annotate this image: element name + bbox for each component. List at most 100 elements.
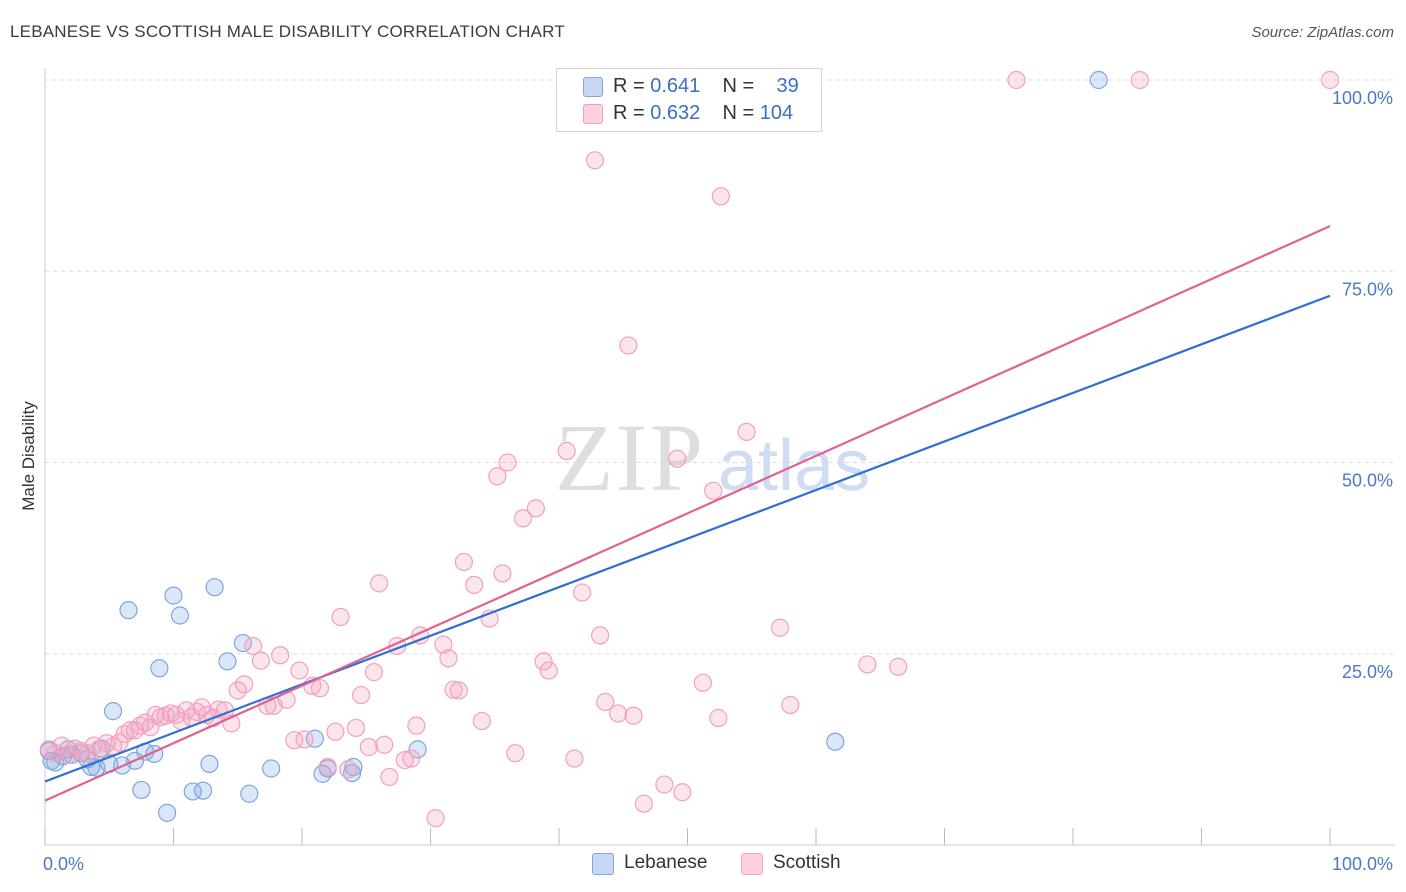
point-scottish (534, 652, 553, 671)
legend-n-value-lebanese: 39 (776, 75, 799, 97)
point-scottish (285, 731, 304, 750)
watermark-zip: ZIP (555, 404, 705, 511)
point-scottish (407, 716, 426, 735)
point-lebanese (119, 601, 138, 620)
point-scottish (858, 655, 877, 674)
point-lebanese (132, 780, 151, 800)
legend-swatch-scottish (583, 104, 603, 124)
point-lebanese (1089, 70, 1108, 90)
legend-r-value-lebanese: 0.641 (650, 75, 701, 97)
point-scottish (370, 574, 389, 593)
y-tick-label-50: 50.0% (1342, 471, 1393, 491)
point-lebanese (408, 740, 427, 759)
point-scottish (591, 626, 610, 645)
point-scottish (498, 453, 517, 472)
source-label: Source: ZipAtlas.com (1251, 24, 1394, 41)
point-scottish (290, 661, 309, 680)
point-scottish (539, 661, 558, 680)
point-scottish (454, 552, 474, 572)
point-scottish (402, 749, 421, 768)
legend-n-label: N = (722, 102, 755, 124)
point-scottish (624, 706, 643, 725)
point-scottish (493, 564, 512, 583)
grid-lines (45, 79, 1395, 655)
trend-line-scottish (44, 225, 1331, 802)
point-scottish (781, 695, 800, 715)
point-scottish (364, 663, 384, 682)
point-lebanese (200, 754, 219, 774)
point-scottish (711, 187, 731, 206)
point-scottish (704, 481, 723, 500)
y-axis-title: Male Disability (19, 401, 38, 511)
point-scottish (673, 783, 692, 802)
point-scottish (359, 737, 378, 757)
x-tick-label-min: 0.0% (43, 854, 84, 874)
point-scottish (709, 708, 728, 728)
trend-line-lebanese (44, 294, 1331, 783)
point-scottish (346, 718, 366, 738)
bottom-legend-swatch-scottish (741, 853, 763, 875)
point-scottish (375, 735, 394, 754)
point-scottish (557, 441, 576, 461)
chart-title: LEBANESE VS SCOTTISH MALE DISABILITY COR… (10, 22, 565, 41)
point-lebanese (826, 732, 845, 751)
point-lebanese (104, 702, 123, 721)
point-scottish (770, 618, 790, 637)
point-scottish (585, 151, 605, 170)
point-lebanese (240, 784, 259, 803)
legend-r-label: R = (613, 75, 645, 97)
point-scottish (889, 657, 908, 676)
point-scottish (352, 685, 371, 705)
point-scottish (444, 680, 463, 699)
point-scottish (472, 711, 491, 731)
bottom-legend-swatch-lebanese (592, 853, 614, 875)
point-lebanese (262, 759, 281, 778)
point-scottish (449, 681, 468, 700)
point-lebanese (183, 782, 202, 801)
point-lebanese (164, 586, 183, 605)
point-scottish (339, 760, 358, 779)
data-points (39, 70, 1340, 828)
point-scottish (526, 499, 545, 518)
legend-r-label: R = (613, 102, 645, 124)
point-scottish (513, 509, 533, 528)
point-scottish (655, 775, 674, 794)
y-tick-label-25: 25.0% (1342, 662, 1393, 682)
point-scottish (565, 749, 584, 768)
point-scottish (596, 692, 615, 712)
x-tick-label-max: 100.0% (1332, 854, 1393, 874)
point-scottish (439, 649, 458, 668)
point-scottish (251, 651, 270, 670)
point-lebanese (193, 781, 213, 800)
point-scottish (120, 721, 139, 740)
point-scottish (668, 449, 687, 468)
point-scottish (244, 636, 263, 656)
point-lebanese (233, 633, 252, 653)
legend-r-value-scottish: 0.632 (650, 102, 701, 124)
point-scottish (1130, 70, 1149, 90)
point-scottish (488, 467, 507, 486)
y-tick-label-100: 100.0% (1332, 88, 1393, 108)
point-scottish (693, 673, 713, 692)
point-scottish (380, 767, 399, 787)
point-scottish (465, 575, 484, 595)
point-scottish (573, 583, 592, 602)
point-lebanese (205, 578, 224, 597)
point-scottish (1320, 70, 1340, 90)
tick-labels: 25.0% 50.0% 75.0% 100.0% 0.0% 100.0% Male Disa… (19, 88, 1393, 874)
bottom-legend-label-lebanese: Lebanese (624, 852, 708, 873)
y-tick-label-75: 75.0% (1342, 279, 1393, 299)
point-scottish (426, 809, 445, 828)
point-scottish (1007, 70, 1026, 90)
bottom-legend-label-scottish: Scottish (773, 852, 841, 873)
zipatlas-watermark: ZIP atlas (555, 404, 870, 511)
point-scottish (434, 635, 453, 654)
point-lebanese (157, 803, 177, 822)
correlation-legend: R = 0.641 N = 39 R = 0.632 N = 104 (556, 68, 822, 132)
point-scottish (395, 750, 414, 770)
legend-n-label: N = (722, 75, 755, 97)
point-lebanese (170, 606, 190, 625)
point-scottish (235, 675, 254, 694)
point-scottish (619, 336, 638, 355)
legend-swatch-lebanese (583, 77, 603, 97)
